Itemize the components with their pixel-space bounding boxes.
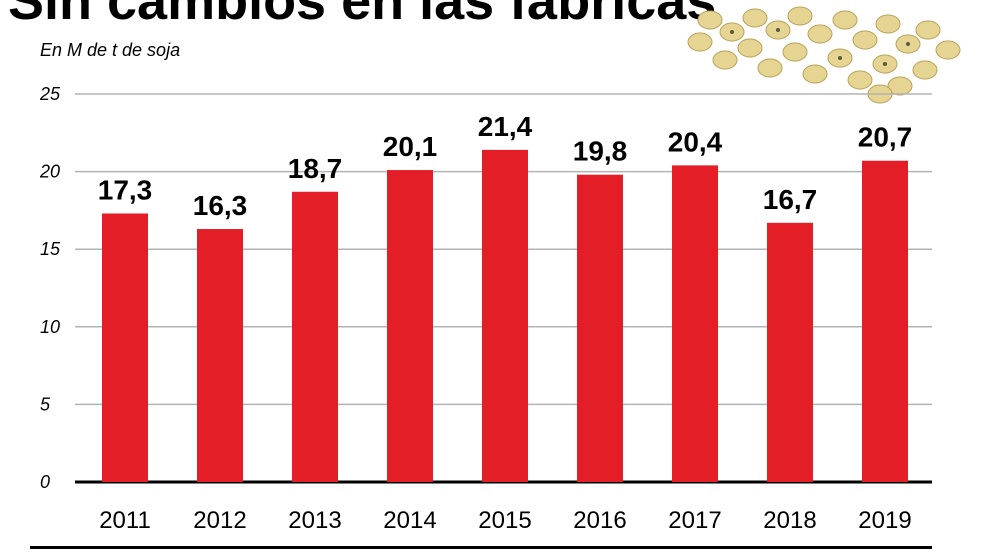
bar-2014 [387, 170, 433, 482]
value-label: 21,4 [478, 111, 533, 142]
y-tick-label: 15 [40, 239, 61, 259]
bar-2019 [862, 160, 908, 482]
y-tick-label: 10 [40, 317, 60, 337]
bar-2013 [292, 191, 338, 482]
y-tick-label: 20 [39, 162, 60, 182]
y-tick-label: 5 [40, 394, 51, 414]
unit-label: En M de t de soja [40, 40, 181, 60]
value-label: 20,4 [668, 126, 723, 157]
soybeans-illustration [687, 6, 961, 104]
bar-2017 [672, 165, 718, 482]
value-label: 20,7 [858, 122, 913, 153]
y-tick-label: 0 [40, 472, 50, 492]
value-label: 18,7 [288, 153, 343, 184]
bar-2016 [577, 174, 623, 483]
x-tick-label: 2015 [478, 507, 531, 534]
x-tick-label: 2013 [288, 507, 341, 534]
x-tick-label: 2014 [383, 507, 436, 534]
value-label: 19,8 [573, 136, 628, 167]
x-tick-label: 2017 [668, 507, 721, 534]
value-label: 17,3 [98, 175, 153, 206]
value-label: 16,3 [193, 190, 248, 221]
x-tick-label: 2019 [858, 507, 911, 534]
bottom-rule [30, 546, 932, 549]
value-label: 20,1 [383, 131, 438, 162]
bar-2015 [482, 149, 528, 482]
chart-title: Sin cambios en las fábricas [8, 0, 717, 31]
bar-2011 [102, 213, 148, 482]
value-label: 16,7 [763, 184, 818, 215]
x-tick-label: 2012 [193, 507, 246, 534]
bar-2012 [197, 229, 243, 482]
bar-2018 [767, 222, 813, 483]
y-tick-label: 25 [39, 84, 61, 104]
x-tick-label: 2011 [99, 507, 151, 534]
x-tick-label: 2016 [573, 507, 626, 534]
x-tick-label: 2018 [763, 507, 816, 534]
